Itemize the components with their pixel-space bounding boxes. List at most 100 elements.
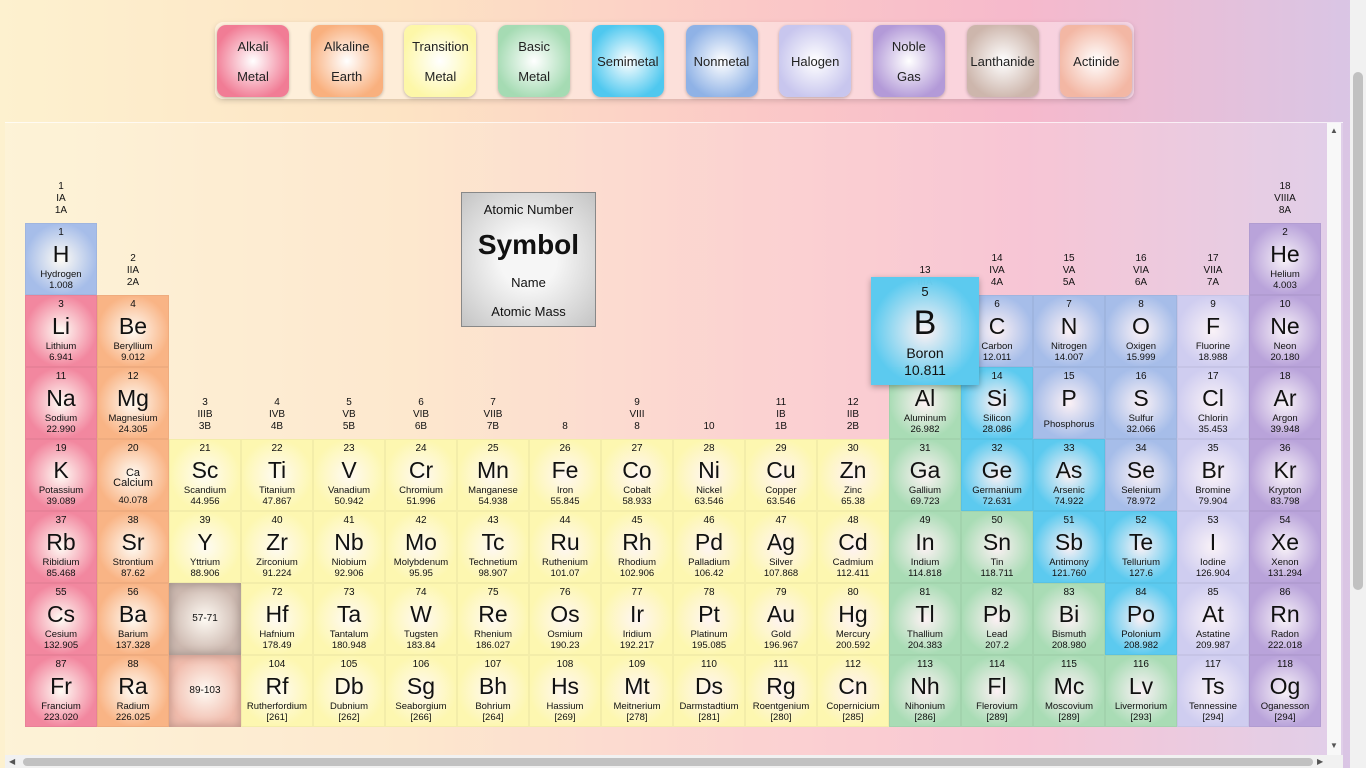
element-Bh[interactable]: 107 Bh Bohrium [264] xyxy=(457,655,529,727)
element-At[interactable]: 85 At Astatine 209.987 xyxy=(1177,583,1249,655)
element-Li[interactable]: 3 Li Lithium 6.941 xyxy=(25,295,97,367)
element-Ar[interactable]: 18 Ar Argon 39.948 xyxy=(1249,367,1321,439)
element-Pb[interactable]: 82 Pb Lead 207.2 xyxy=(961,583,1033,655)
element-B[interactable]: 5 B Boron 10.811 xyxy=(871,277,979,385)
legend-button-4[interactable]: Semimetal xyxy=(591,25,664,97)
series-placeholder-89-103[interactable]: 89-103 xyxy=(169,655,241,727)
element-Mn[interactable]: 25 Mn Manganese 54.938 xyxy=(457,439,529,511)
element-Po[interactable]: 84 Po Polonium 208.982 xyxy=(1105,583,1177,655)
element-Sr[interactable]: 38 Sr Strontium 87.62 xyxy=(97,511,169,583)
legend-button-5[interactable]: Nonmetal xyxy=(685,25,758,97)
element-Pt[interactable]: 78 Pt Platinum 195.085 xyxy=(673,583,745,655)
element-Ru[interactable]: 44 Ru Ruthenium 101.07 xyxy=(529,511,601,583)
element-Rh[interactable]: 45 Rh Rhodium 102.906 xyxy=(601,511,673,583)
element-He[interactable]: 2 He Helium 4.003 xyxy=(1249,223,1321,295)
element-Br[interactable]: 35 Br Bromine 79.904 xyxy=(1177,439,1249,511)
element-Zn[interactable]: 30 Zn Zinc 65.38 xyxy=(817,439,889,511)
element-Xe[interactable]: 54 Xe Xenon 131.294 xyxy=(1249,511,1321,583)
element-As[interactable]: 33 As Arsenic 74.922 xyxy=(1033,439,1105,511)
element-Ga[interactable]: 31 Ga Gallium 69.723 xyxy=(889,439,961,511)
scroll-left-arrow-icon[interactable]: ◀ xyxy=(9,757,16,766)
legend-button-3[interactable]: Basic Metal xyxy=(498,25,571,97)
element-Ne[interactable]: 10 Ne Neon 20.180 xyxy=(1249,295,1321,367)
series-placeholder-57-71[interactable]: 57-71 xyxy=(169,583,241,655)
element-Rf[interactable]: 104 Rf Rutherfordium [261] xyxy=(241,655,313,727)
element-Rn[interactable]: 86 Rn Radon 222.018 xyxy=(1249,583,1321,655)
element-Cr[interactable]: 24 Cr Chromium 51.996 xyxy=(385,439,457,511)
element-Rg[interactable]: 111 Rg Roentgenium [280] xyxy=(745,655,817,727)
legend-button-9[interactable]: Actinide xyxy=(1060,25,1133,97)
element-Bi[interactable]: 83 Bi Bismuth 208.980 xyxy=(1033,583,1105,655)
element-Hs[interactable]: 108 Hs Hassium [269] xyxy=(529,655,601,727)
element-O[interactable]: 8 O Oxigen 15.999 xyxy=(1105,295,1177,367)
element-Pd[interactable]: 46 Pd Palladium 106.42 xyxy=(673,511,745,583)
element-Be[interactable]: 4 Be Beryllium 9.012 xyxy=(97,295,169,367)
element-Hf[interactable]: 72 Hf Hafnium 178.49 xyxy=(241,583,313,655)
element-Tl[interactable]: 81 Tl Thallium 204.383 xyxy=(889,583,961,655)
element-Cn[interactable]: 112 Cn Copernicium [285] xyxy=(817,655,889,727)
page-scroll-thumb[interactable] xyxy=(1353,72,1363,590)
element-Nh[interactable]: 113 Nh Nihonium [286] xyxy=(889,655,961,727)
element-Sb[interactable]: 51 Sb Antimony 121.760 xyxy=(1033,511,1105,583)
element-Mo[interactable]: 42 Mo Molybdenum 95.95 xyxy=(385,511,457,583)
element-I[interactable]: 53 I Iodine 126.904 xyxy=(1177,511,1249,583)
element-Rb[interactable]: 37 Rb Ribidium 85.468 xyxy=(25,511,97,583)
element-Nb[interactable]: 41 Nb Niobium 92.906 xyxy=(313,511,385,583)
element-Mc[interactable]: 115 Mc Moscovium [289] xyxy=(1033,655,1105,727)
element-K[interactable]: 19 K Potassium 39.089 xyxy=(25,439,97,511)
element-H[interactable]: 1 H Hydrogen 1.008 xyxy=(25,223,97,295)
legend-button-7[interactable]: Noble Gas xyxy=(872,25,945,97)
element-Og[interactable]: 118 Og Oganesson [294] xyxy=(1249,655,1321,727)
element-S[interactable]: 16 S Sulfur 32.066 xyxy=(1105,367,1177,439)
element-Sg[interactable]: 106 Sg Seaborgium [266] xyxy=(385,655,457,727)
element-Zr[interactable]: 40 Zr Zirconium 91.224 xyxy=(241,511,313,583)
element-Ge[interactable]: 32 Ge Germanium 72.631 xyxy=(961,439,1033,511)
element-Cd[interactable]: 48 Cd Cadmium 112.411 xyxy=(817,511,889,583)
element-Cs[interactable]: 55 Cs Cesium 132.905 xyxy=(25,583,97,655)
element-In[interactable]: 49 In Indium 114.818 xyxy=(889,511,961,583)
element-Db[interactable]: 105 Db Dubnium [262] xyxy=(313,655,385,727)
element-Ag[interactable]: 47 Ag Silver 107.868 xyxy=(745,511,817,583)
element-Y[interactable]: 39 Y Yttrium 88.906 xyxy=(169,511,241,583)
element-Fl[interactable]: 114 Fl Flerovium [289] xyxy=(961,655,1033,727)
element-Ba[interactable]: 56 Ba Barium 137.328 xyxy=(97,583,169,655)
element-Ta[interactable]: 73 Ta Tantalum 180.948 xyxy=(313,583,385,655)
horizontal-scroll-thumb[interactable] xyxy=(23,758,1313,766)
scroll-up-arrow-icon[interactable]: ▲ xyxy=(1330,126,1338,135)
element-Ni[interactable]: 28 Ni Nickel 63.546 xyxy=(673,439,745,511)
element-Te[interactable]: 52 Te Tellurium 127.6 xyxy=(1105,511,1177,583)
element-Cl[interactable]: 17 Cl Chlorin 35.453 xyxy=(1177,367,1249,439)
legend-button-1[interactable]: Alkaline Earth xyxy=(310,25,383,97)
element-Fr[interactable]: 87 Fr Francium 223.020 xyxy=(25,655,97,727)
element-P[interactable]: 15 P Phosphorus xyxy=(1033,367,1105,439)
legend-button-6[interactable]: Halogen xyxy=(779,25,852,97)
element-V[interactable]: 23 V Vanadium 50.942 xyxy=(313,439,385,511)
element-Ir[interactable]: 77 Ir Iridium 192.217 xyxy=(601,583,673,655)
horizontal-scrollbar[interactable]: ◀ ▶ xyxy=(5,755,1343,768)
element-Os[interactable]: 76 Os Osmium 190.23 xyxy=(529,583,601,655)
element-N[interactable]: 7 N Nitrogen 14.007 xyxy=(1033,295,1105,367)
element-Ca[interactable]: 20 Ca Calcium 40.078 xyxy=(97,439,169,511)
legend-button-0[interactable]: Alkali Metal xyxy=(217,25,289,97)
element-Mg[interactable]: 12 Mg Magnesium 24.305 xyxy=(97,367,169,439)
element-Fe[interactable]: 26 Fe Iron 55.845 xyxy=(529,439,601,511)
panel-scrollbar[interactable]: ▲ ▼ xyxy=(1327,123,1341,755)
element-Se[interactable]: 34 Se Selenium 78.972 xyxy=(1105,439,1177,511)
element-Au[interactable]: 79 Au Gold 196.967 xyxy=(745,583,817,655)
legend-button-2[interactable]: Transition Metal xyxy=(404,25,477,97)
element-Ra[interactable]: 88 Ra Radium 226.025 xyxy=(97,655,169,727)
element-Tc[interactable]: 43 Tc Technetium 98.907 xyxy=(457,511,529,583)
page-scrollbar[interactable] xyxy=(1350,0,1366,768)
element-Re[interactable]: 75 Re Rhenium 186.027 xyxy=(457,583,529,655)
element-Cu[interactable]: 29 Cu Copper 63.546 xyxy=(745,439,817,511)
legend-button-8[interactable]: Lanthanide xyxy=(966,25,1039,97)
element-Ti[interactable]: 22 Ti Titanium 47.867 xyxy=(241,439,313,511)
element-Lv[interactable]: 116 Lv Livermorium [293] xyxy=(1105,655,1177,727)
element-Sn[interactable]: 50 Sn Tin 118.711 xyxy=(961,511,1033,583)
element-Mt[interactable]: 109 Mt Meitnerium [278] xyxy=(601,655,673,727)
element-Ts[interactable]: 117 Ts Tennessine [294] xyxy=(1177,655,1249,727)
element-Hg[interactable]: 80 Hg Mercury 200.592 xyxy=(817,583,889,655)
element-Ds[interactable]: 110 Ds Darmstadtium [281] xyxy=(673,655,745,727)
element-Sc[interactable]: 21 Sc Scandium 44.956 xyxy=(169,439,241,511)
element-W[interactable]: 74 W Tugsten 183.84 xyxy=(385,583,457,655)
